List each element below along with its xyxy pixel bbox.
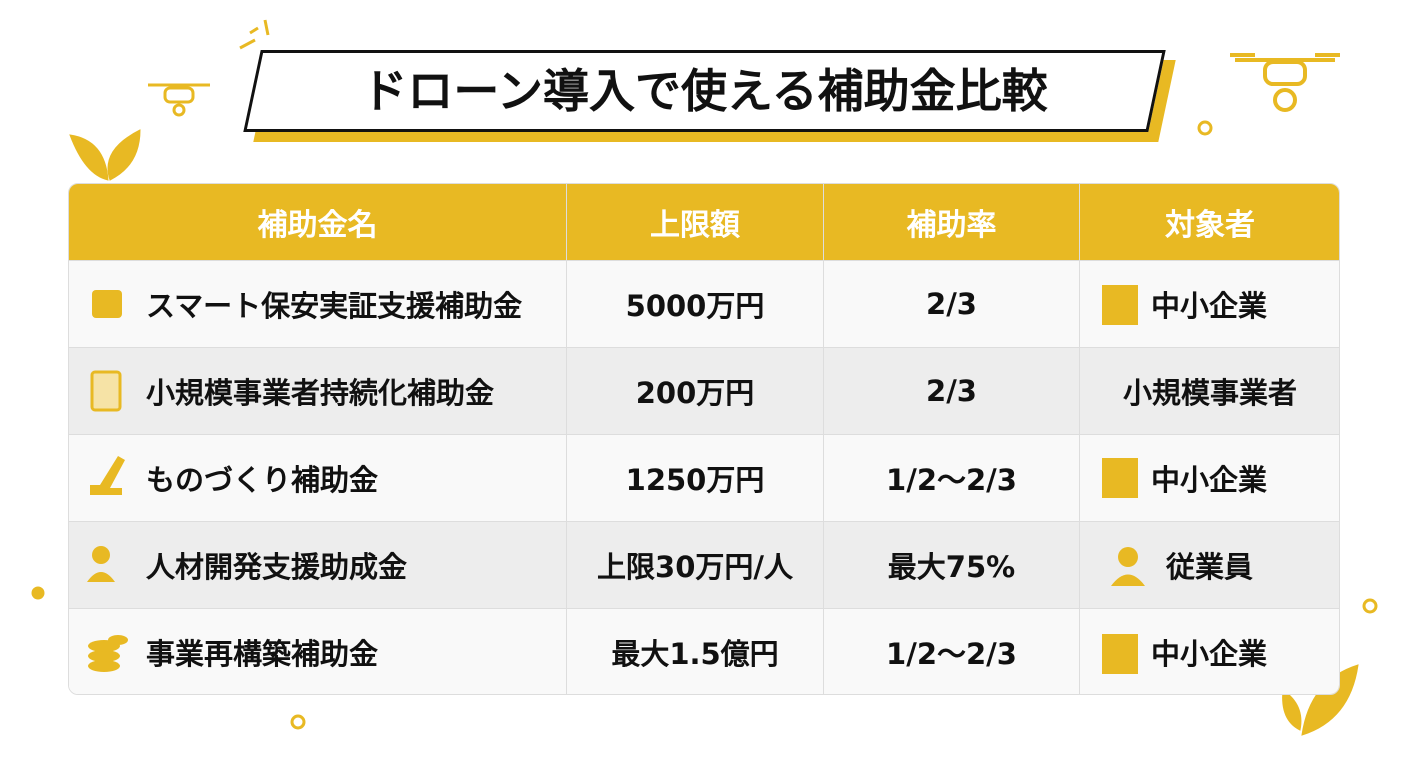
cell: 中小企業 [1080,609,1339,694]
leaf [1282,689,1302,731]
cell: 中小企業 [1080,261,1339,348]
dot [1197,120,1213,136]
spark [239,19,270,50]
cell: 上限30万円/人 [567,522,824,609]
header-cell: 補助金名 [69,184,567,261]
cell: 人材開発支援助成金 [69,522,567,609]
cell: 200万円 [567,348,824,435]
cell: 最大75% [824,522,1080,609]
cell: 小規模事業者 [1080,348,1339,435]
dot [31,586,45,600]
header-cell: 上限額 [567,184,824,261]
leaf [69,134,109,181]
cell: 2/3 [824,348,1080,435]
dot [1362,598,1378,614]
table: 補助金名 上限額 補助率 対象者 スマート保安実証支援補助金 5000万円 2/3 中小企業小… [68,183,1340,695]
leaf [107,129,141,181]
cell: 1250万円 [567,435,824,522]
drone [1230,53,1340,112]
cell: 小規模事業者持続化補助金 [69,348,567,435]
cell: スマート保安実証支援補助金 [69,261,567,348]
cell: 1/2〜2/3 [824,435,1080,522]
drone [148,83,210,117]
cell: 従業員 [1080,522,1339,609]
cell: 最大1.5億円 [567,609,824,694]
cell: 中小企業 [1080,435,1339,522]
header-cell: 補助率 [824,184,1080,261]
header-cell: 対象者 [1080,184,1339,261]
cell: 事業再構築補助金 [69,609,567,694]
cell: ものづくり補助金 [69,435,567,522]
cell: 2/3 [824,261,1080,348]
cell: 1/2〜2/3 [824,609,1080,694]
cell: 5000万円 [567,261,824,348]
title: ドローン導入で使える補助金比較 [361,64,1048,118]
dot [290,714,306,730]
